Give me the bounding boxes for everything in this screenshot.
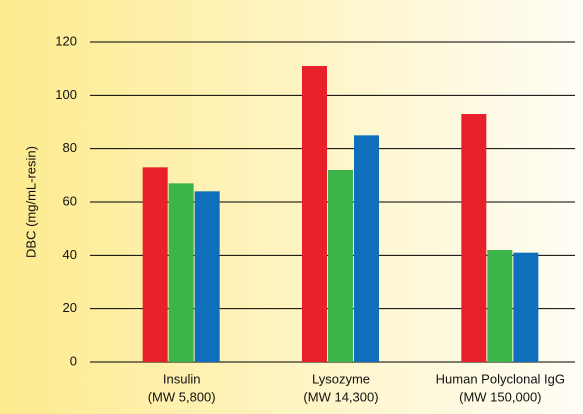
bar <box>487 250 513 362</box>
y-tick-label: 0 <box>70 353 77 368</box>
y-tick-label: 60 <box>63 193 77 208</box>
y-tick-label: 100 <box>55 87 77 102</box>
y-tick-label: 80 <box>63 140 77 155</box>
x-tick-label: (MW 5,800) <box>148 389 216 404</box>
bar <box>302 66 327 362</box>
y-tick-label: 120 <box>55 33 77 48</box>
y-tick-label: 20 <box>63 300 77 315</box>
bar <box>328 170 353 362</box>
x-tick-label: Insulin <box>163 371 201 386</box>
bar <box>513 252 539 362</box>
x-tick-label: (MW 14,300) <box>303 389 378 404</box>
bar <box>168 183 194 362</box>
bar <box>461 114 487 362</box>
bar <box>354 135 379 362</box>
x-tick-label: (MW 150,000) <box>459 389 541 404</box>
x-tick-label: Lysozyme <box>312 371 370 386</box>
y-axis-label: DBC (mg/mL-resin) <box>23 146 38 258</box>
y-tick-label: 40 <box>63 247 77 262</box>
x-tick-label: Human Polyclonal IgG <box>436 371 565 386</box>
bar <box>142 167 168 362</box>
bar <box>194 191 220 362</box>
